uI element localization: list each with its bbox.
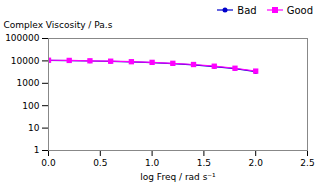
svg-text:2.5: 2.5 <box>300 158 314 168</box>
html-text:Bad: Bad <box>237 4 257 16</box>
svg-text:100000: 100000 <box>5 33 40 43</box>
svg-text:0.5: 0.5 <box>93 158 107 168</box>
svg-text:100: 100 <box>22 101 39 111</box>
svg-text:10000: 10000 <box>11 56 40 66</box>
svg-text:1: 1 <box>34 145 40 155</box>
svg-text:log Freq / rad s⁻¹: log Freq / rad s⁻¹ <box>140 172 216 182</box>
svg-text:1.5: 1.5 <box>197 158 211 168</box>
svg-text:10: 10 <box>28 123 40 133</box>
svg-text:1000: 1000 <box>17 78 40 88</box>
svg-text:0.0: 0.0 <box>41 158 56 168</box>
html-text:Good: Good <box>286 4 313 16</box>
svg-text:Complex Viscosity / Pa.s: Complex Viscosity / Pa.s <box>4 20 113 30</box>
svg-text:1.0: 1.0 <box>145 158 160 168</box>
svg-text:2.0: 2.0 <box>249 158 264 168</box>
